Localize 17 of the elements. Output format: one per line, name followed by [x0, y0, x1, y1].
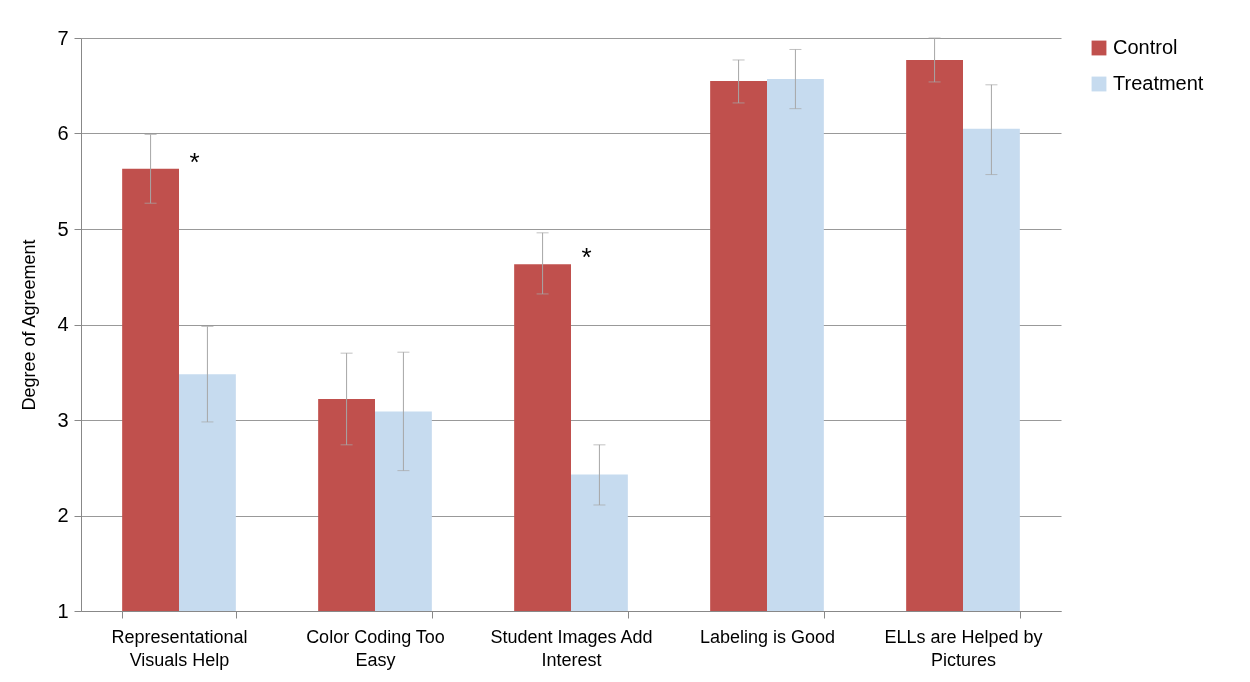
y-tick-label: 3	[57, 408, 69, 431]
y-axis-title: Degree of Agreement	[19, 239, 40, 411]
x-tick-label: Color Coding Too Easy	[306, 626, 445, 670]
y-tick-label: 1	[57, 599, 69, 622]
annotation: *	[189, 146, 200, 177]
x-tick-label: Representational Visuals Help	[111, 626, 248, 670]
y-tick-label: 7	[57, 26, 69, 49]
legend-label: Treatment	[1113, 72, 1204, 94]
y-tick-label: 4	[57, 313, 69, 335]
legend-label: Control	[1113, 36, 1178, 58]
y-tick-label: 5	[57, 217, 69, 240]
y-tick-label: 2	[57, 504, 69, 526]
x-tick-label: ELLs are Helped by Pictures	[884, 626, 1043, 670]
x-tick-label: Labeling is Good	[699, 626, 836, 647]
y-tick-label: 6	[57, 122, 69, 144]
annotation: *	[581, 242, 592, 273]
x-tick-label: Student Images Add Interest	[490, 626, 653, 670]
